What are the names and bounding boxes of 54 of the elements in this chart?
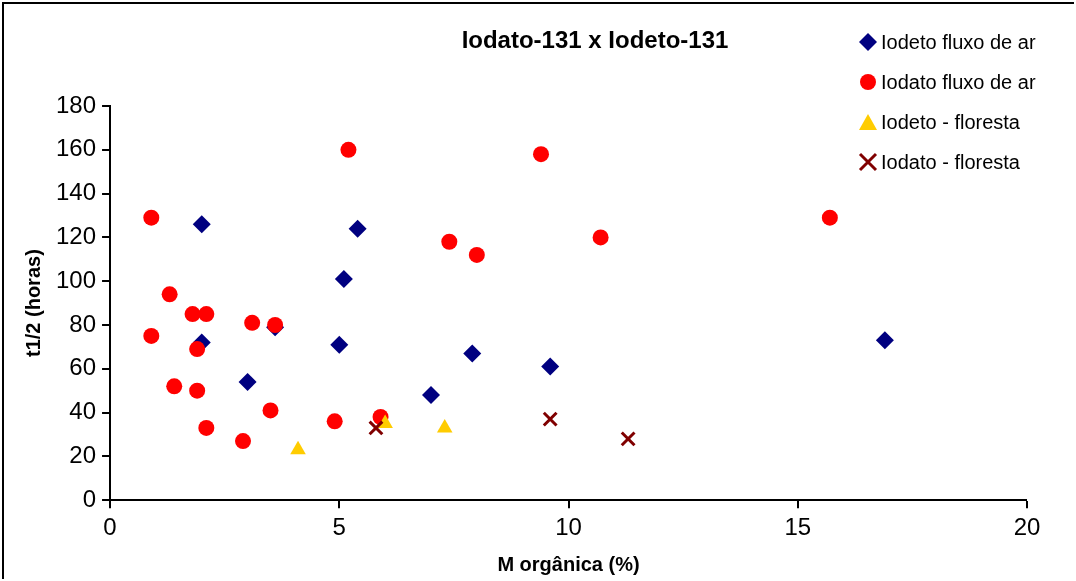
legend-label: Iodato - floresta [881, 150, 1020, 174]
point [198, 419, 215, 436]
y-tick-label: 40 [69, 397, 97, 425]
x-tick-label: 10 [555, 513, 582, 541]
point [192, 215, 211, 234]
y-tick-label: 180 [56, 90, 97, 118]
legend-label: Iodato fluxo de ar [881, 70, 1036, 94]
point [330, 335, 349, 354]
point [368, 420, 384, 436]
point [143, 327, 160, 344]
point [463, 344, 482, 363]
point [244, 314, 261, 331]
point [620, 431, 636, 447]
point [143, 209, 160, 226]
y-tick-label: 100 [56, 265, 97, 293]
y-axis-title: t1/2 (horas) [21, 249, 44, 358]
point [592, 229, 609, 246]
point [166, 378, 183, 395]
point [441, 233, 458, 250]
y-tick-label: 0 [82, 484, 97, 512]
point [189, 382, 206, 399]
legend-label: Iodeto fluxo de ar [881, 30, 1036, 54]
x-tick-label: 20 [1013, 513, 1041, 541]
point [821, 209, 838, 226]
point [533, 146, 550, 163]
point [542, 411, 559, 428]
y-tick-label: 20 [69, 441, 97, 469]
point [262, 402, 279, 419]
point [184, 306, 201, 323]
point [238, 372, 257, 391]
point [161, 286, 178, 303]
y-tick-label: 160 [56, 134, 97, 162]
point [340, 141, 357, 158]
point [235, 433, 251, 450]
x-tick-label: 15 [784, 513, 812, 541]
point [334, 270, 353, 289]
point [348, 219, 367, 238]
x-tick-label: 5 [332, 513, 346, 541]
chart-title: Iodato-131 x Iodeto-131 [460, 26, 730, 54]
point [541, 357, 560, 376]
point [326, 413, 343, 430]
point [198, 306, 215, 323]
y-tick-label: 60 [69, 353, 97, 381]
point [875, 331, 894, 350]
x-axis-title: M orgânica (%) [497, 552, 640, 575]
y-tick-label: 120 [56, 222, 97, 250]
legend-label: Iodeto - floresta [881, 110, 1020, 134]
x-tick-label: 0 [103, 513, 117, 541]
y-tick-label: 80 [69, 309, 97, 337]
point [267, 317, 284, 333]
point [189, 341, 206, 358]
point [421, 386, 440, 405]
point [468, 246, 485, 263]
y-tick-label: 140 [56, 178, 97, 206]
